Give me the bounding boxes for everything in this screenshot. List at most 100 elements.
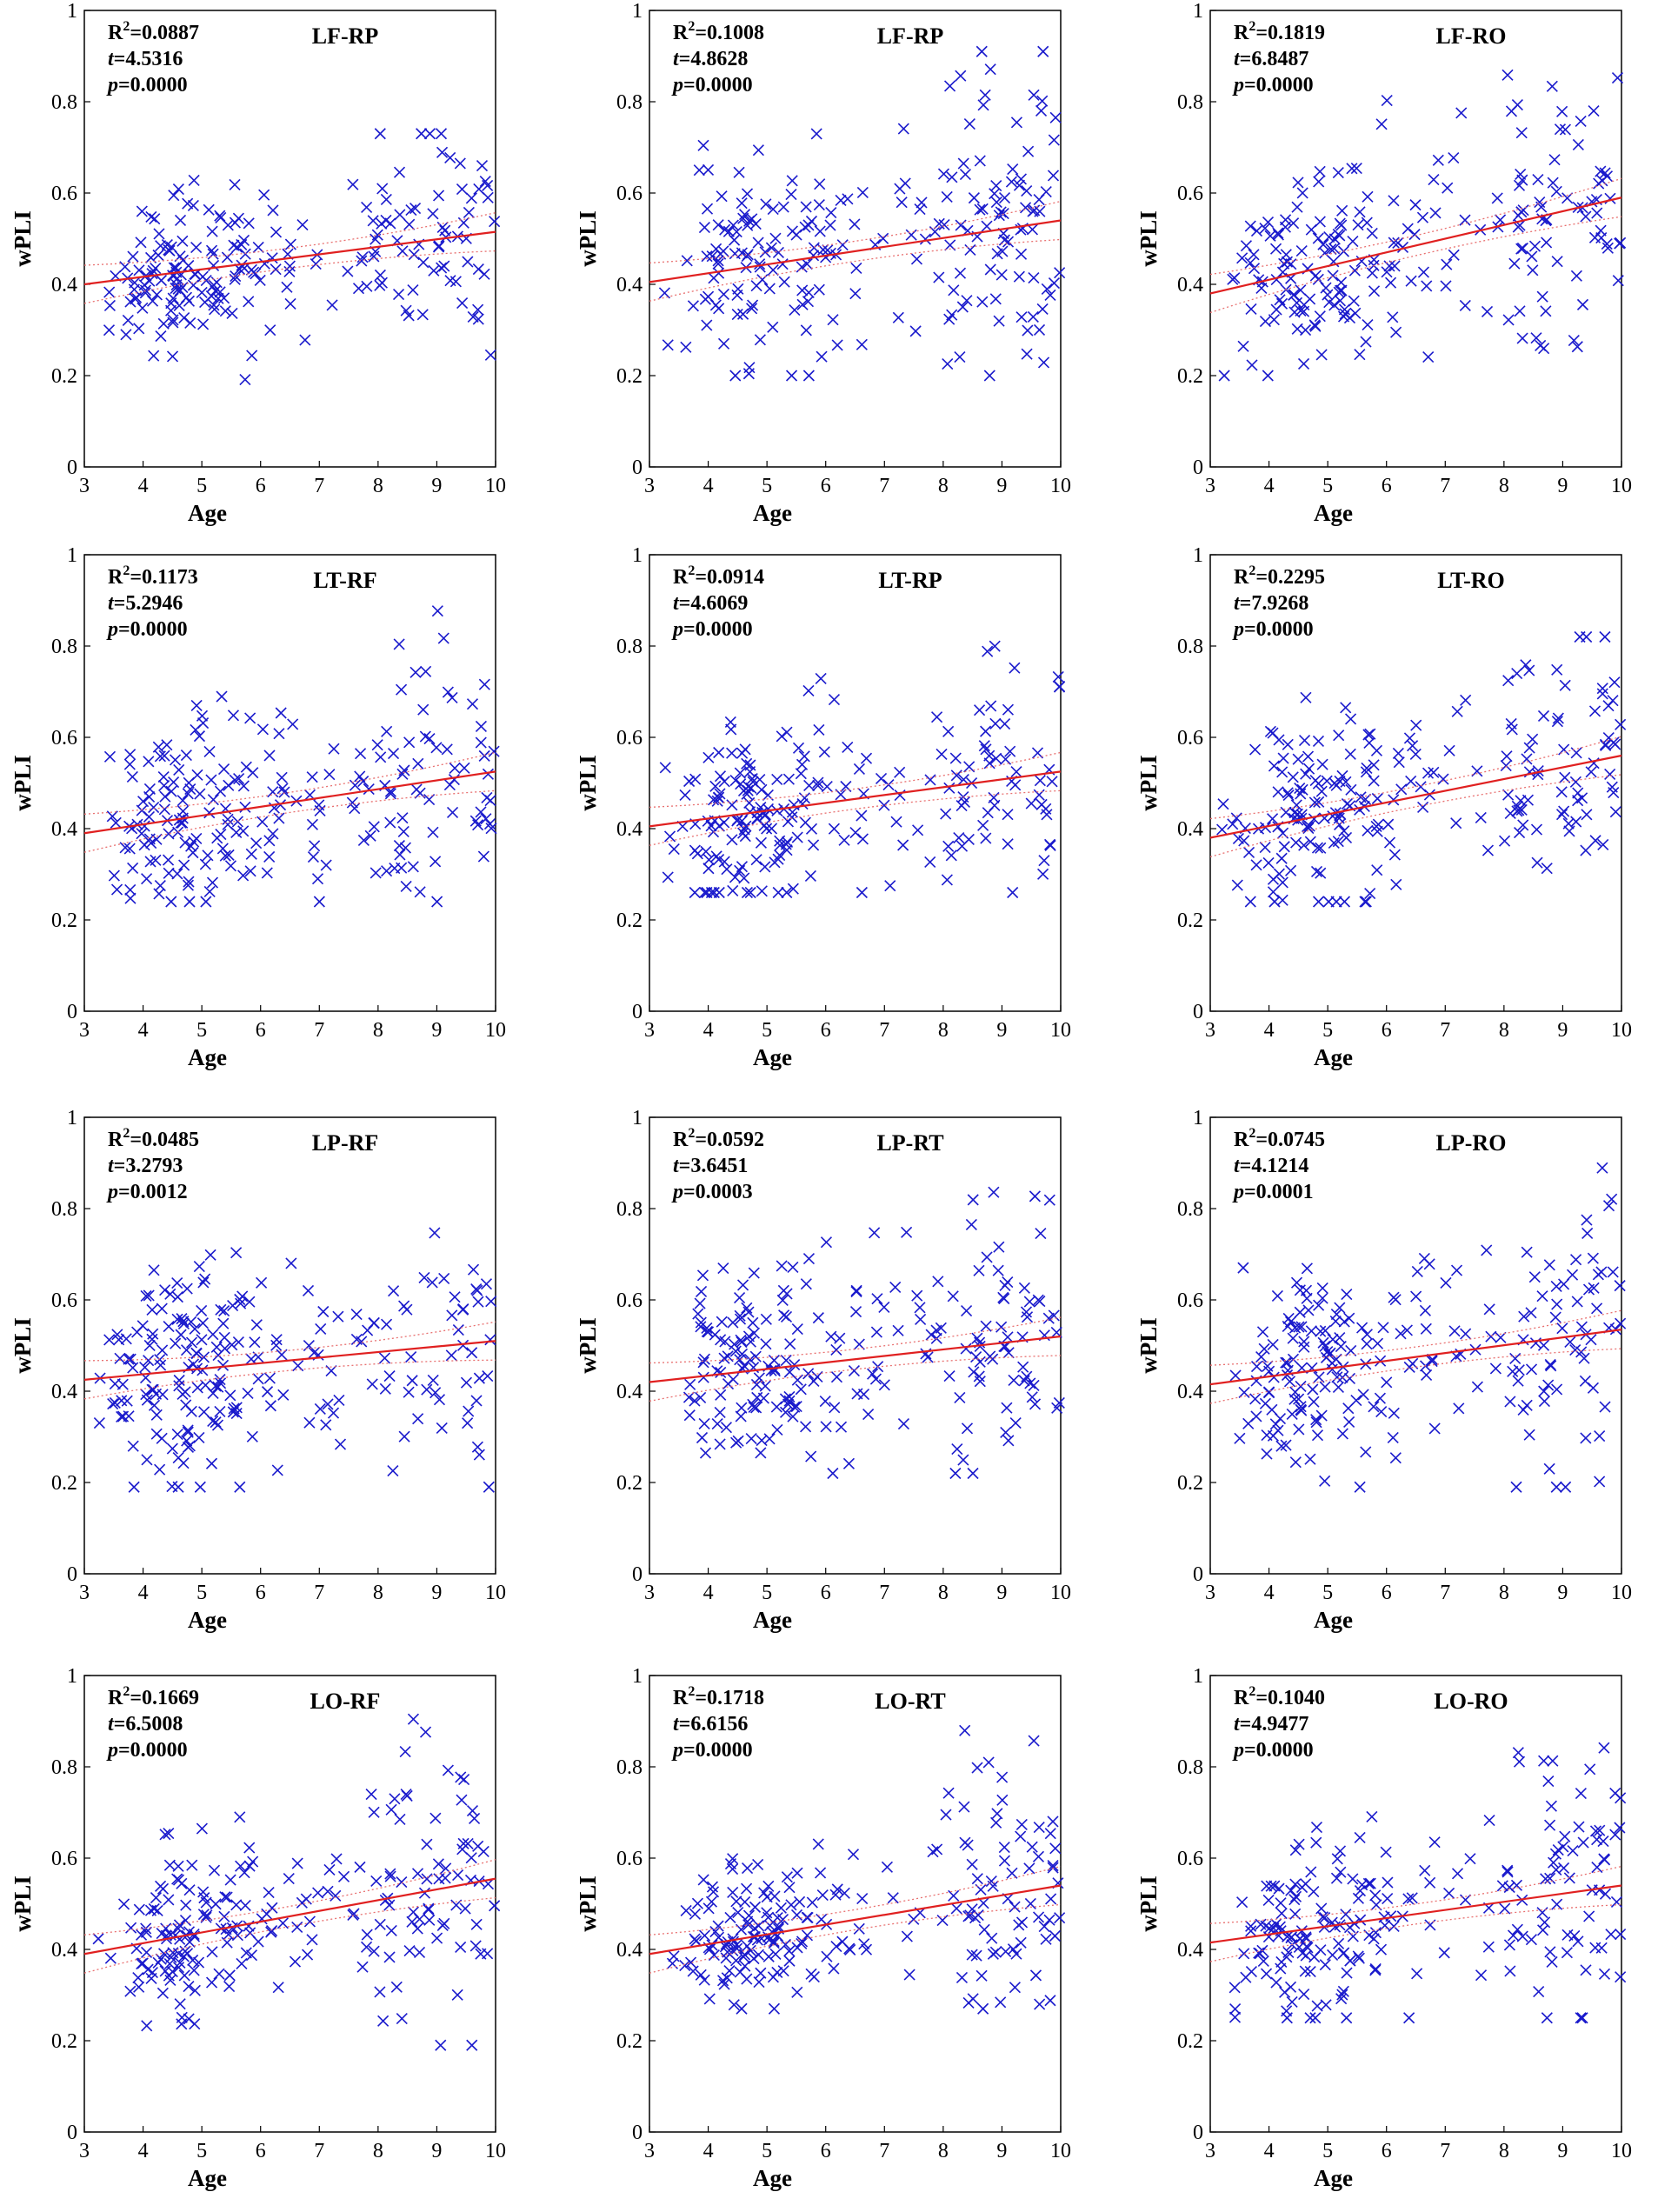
scatter-point (473, 183, 485, 195)
scatter-point (774, 849, 786, 862)
scatter-point (800, 1278, 812, 1290)
scatter-point (741, 1940, 753, 1952)
scatter-point (190, 723, 202, 736)
scatter-point (804, 869, 816, 882)
scatter-point (1451, 1868, 1464, 1880)
scatter-point (327, 1407, 340, 1419)
scatter-point (748, 1327, 760, 1339)
scatter-point (1017, 1361, 1029, 1373)
scatter-point (258, 189, 270, 201)
scatter-point (1328, 233, 1341, 245)
ci-line (649, 790, 1062, 846)
scatter-point (163, 1321, 175, 1333)
scatter-point (771, 804, 783, 816)
scatter-point (748, 1952, 760, 1965)
scatter-point (760, 198, 772, 210)
scatter-point (869, 1227, 881, 1239)
x-tick-label: 7 (879, 1019, 889, 1042)
scatter-point (208, 299, 220, 311)
scatter-panel-lo-rf: 3 4 5 6 7 8 9 10 0 0.2 0.4 0.6 0.8 1 Age wPLI R2=0.1669 t… (0, 1665, 532, 2212)
x-axis-label: Age (1314, 500, 1353, 526)
scatter-point (1319, 247, 1331, 259)
scatter-point (1344, 748, 1356, 760)
scatter-point (303, 1916, 316, 1928)
scatter-point (1602, 700, 1615, 712)
scatter-point (870, 1326, 882, 1338)
scatter-point (186, 1859, 198, 1871)
scatter-point (702, 751, 715, 763)
scatter-point (1509, 1352, 1521, 1364)
scatter-point (1312, 777, 1324, 790)
x-tick-label: 8 (938, 2140, 949, 2162)
scatter-point (774, 835, 786, 847)
scatter-point (1283, 1376, 1296, 1388)
scatter-point (1481, 305, 1494, 317)
scatter-point (746, 303, 758, 315)
scatter-point (1034, 775, 1046, 787)
scatter-point (1475, 1969, 1488, 1982)
scatter-point (1262, 370, 1274, 382)
scatter-point (1272, 1424, 1284, 1436)
scatter-point (149, 213, 161, 225)
scatter-point (1366, 267, 1378, 279)
scatter-point (777, 1284, 789, 1296)
x-tick-label: 7 (1440, 475, 1450, 497)
scatter-point (1244, 896, 1256, 908)
scatter-point (187, 1954, 199, 1966)
scatter-point (1602, 1200, 1615, 1212)
scatter-point (244, 712, 256, 724)
scatter-point (956, 840, 969, 852)
scatter-point (389, 863, 401, 875)
scatter-point (148, 350, 160, 362)
scatter-point (374, 269, 386, 281)
scatter-point (1294, 1306, 1306, 1318)
scatter-point (752, 1858, 764, 1870)
scatter-point (167, 316, 179, 329)
scatter-point (188, 1964, 200, 1976)
scatter-point (176, 1313, 188, 1325)
scatter-point (210, 1380, 222, 1392)
scatter-point (458, 762, 470, 774)
scatter-point (728, 1338, 741, 1350)
scatter-point (1284, 864, 1297, 876)
scatter-point (810, 128, 822, 140)
y-tick-label: 0.8 (1177, 636, 1203, 658)
scatter-point (140, 1389, 152, 1401)
scatter-point (792, 742, 805, 754)
scatter-point (1361, 762, 1373, 775)
scatter-point (1409, 748, 1422, 760)
scatter-point (1217, 798, 1229, 810)
scatter-point (1320, 282, 1332, 294)
scatter-point (887, 1892, 899, 1904)
scatter-point (287, 718, 299, 730)
scatter-point (1388, 260, 1401, 272)
scatter-point (1336, 204, 1348, 217)
scatter-point (741, 1882, 753, 1895)
scatter-point (356, 255, 368, 267)
scatter-point (962, 1996, 975, 2009)
scatter-point (235, 1860, 247, 1872)
scatter-point (816, 350, 828, 363)
scatter-point (330, 1889, 342, 1902)
scatter-point (860, 1943, 873, 1955)
scatter-panel-lp-ro: 3 4 5 6 7 8 9 10 0 0.2 0.4 0.6 0.8 1 Age wPLI R2=0.0745 t… (1126, 1107, 1658, 1654)
scatter-point (706, 1881, 719, 1893)
scatter-point (139, 1362, 151, 1374)
scatter-point (1583, 1910, 1595, 1922)
scatter-point (871, 1293, 883, 1305)
scatter-point (198, 1406, 210, 1418)
scatter-point (140, 1926, 152, 1938)
scatter-point (475, 806, 487, 818)
scatter-point (941, 190, 953, 203)
scatter-point (1319, 1959, 1331, 1971)
axes-box (649, 1116, 1062, 1575)
p-text: p=0.0000 (671, 618, 753, 641)
scatter-point (1028, 89, 1040, 101)
scatter-point (1300, 768, 1312, 780)
scatter-point (1231, 879, 1243, 891)
scatter-point (697, 1356, 709, 1369)
scatter-point (765, 823, 778, 835)
y-axis-label: wPLI (10, 1317, 36, 1374)
scatter-point (1601, 238, 1613, 250)
scatter-point (802, 370, 815, 382)
